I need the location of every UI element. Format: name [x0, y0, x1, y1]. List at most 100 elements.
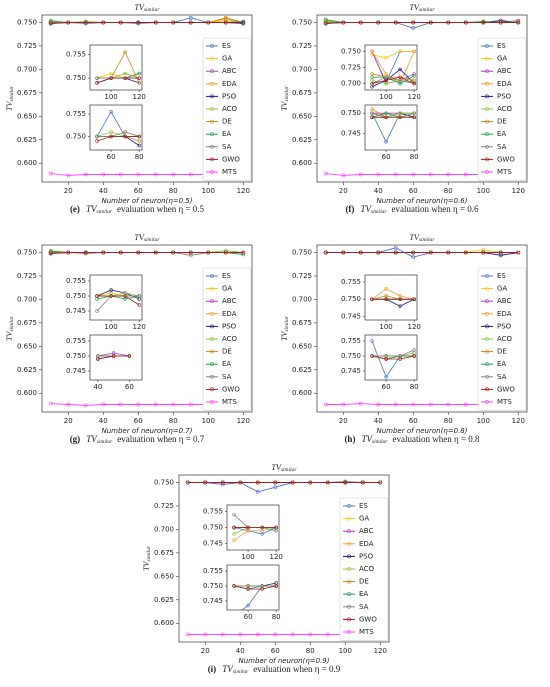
x-axis-label: Number of neuron(η=0.7) [102, 427, 193, 435]
point-marker [412, 354, 416, 358]
point-marker [376, 402, 381, 407]
legend-marker [210, 157, 214, 162]
x-tick-label: 60 [134, 417, 143, 425]
legend-box [477, 267, 527, 411]
inset-x-tick-label: 60 [382, 153, 391, 161]
point-marker [370, 115, 374, 119]
point-marker [412, 115, 416, 119]
point-marker [384, 375, 388, 379]
inset-frame [364, 274, 418, 321]
series-line [97, 295, 140, 306]
caption: (h) TVsimilar evaluation when η = 0.8 [344, 434, 480, 445]
point-marker [188, 172, 193, 177]
inset-y-tick-label: 0.750 [66, 74, 86, 82]
inset-x-tick-label: 60 [382, 383, 391, 391]
point-marker [398, 357, 402, 361]
point-marker [323, 17, 328, 22]
point-marker [123, 130, 127, 134]
plot-frame [316, 14, 528, 183]
legend-label: EDA [497, 310, 512, 318]
point-marker [171, 172, 176, 177]
point-marker [463, 20, 468, 25]
legend-marker [210, 81, 214, 86]
inset-y-tick-label: 0.745 [203, 540, 223, 548]
legend-marker [210, 132, 214, 137]
point-marker [118, 402, 123, 407]
point-marker [171, 250, 176, 255]
x-tick-label: 20 [339, 417, 348, 425]
point-marker [232, 512, 236, 517]
point-marker [370, 107, 374, 111]
point-marker [446, 402, 451, 407]
point-marker [48, 21, 53, 26]
legend-marker [485, 132, 489, 137]
point-marker [358, 172, 363, 177]
point-marker [220, 480, 225, 485]
caption-sub: similar [233, 669, 249, 675]
legend-marker [210, 337, 214, 341]
point-marker [290, 480, 295, 485]
legend-label: DE [497, 118, 507, 126]
series-line [50, 252, 244, 254]
legend-marker [485, 286, 489, 291]
point-marker [101, 250, 106, 255]
inset-y-tick-label: 0.750 [66, 292, 86, 300]
point-marker [153, 20, 158, 25]
point-marker [273, 485, 278, 490]
legend-marker [347, 541, 351, 546]
x-tick-label: 120 [237, 417, 250, 425]
point-marker [412, 80, 416, 84]
point-marker [384, 78, 388, 83]
point-marker [206, 20, 211, 25]
legend-label: SA [497, 143, 507, 151]
plot-frame [41, 14, 253, 183]
legend-label: EA [222, 130, 231, 138]
legend-label: GWO [497, 385, 515, 393]
legend-label: SA [222, 373, 232, 381]
point-marker [384, 297, 388, 301]
y-tick-label: 0.600 [154, 619, 174, 627]
inset-x-tick-label: 120 [133, 323, 146, 331]
point-marker [290, 632, 295, 637]
point-marker [260, 587, 264, 591]
inset-y-tick-label: 0.750 [66, 352, 86, 360]
point-marker [246, 587, 250, 591]
point-marker [398, 67, 402, 72]
legend-marker [485, 119, 489, 124]
point-marker [246, 603, 250, 608]
point-marker [481, 247, 486, 252]
point-marker [246, 529, 250, 533]
point-marker [398, 294, 402, 298]
chart-title-main: TV [135, 233, 145, 242]
point-marker [136, 250, 141, 255]
series-line [97, 352, 130, 357]
y-axis-label-sub: similar [284, 85, 290, 101]
inset-x-tick-label: 100 [241, 553, 254, 561]
legend-marker [347, 604, 351, 609]
point-marker [323, 250, 328, 255]
legend-label: GA [359, 515, 369, 523]
legend-label: ABC [222, 297, 236, 305]
point-marker [370, 111, 374, 115]
inset-y-tick-label: 0.755 [66, 110, 86, 118]
point-marker [370, 297, 374, 301]
point-marker [153, 250, 158, 255]
legend-marker [485, 157, 489, 162]
series-line [96, 136, 140, 142]
point-marker [370, 49, 374, 54]
point-marker [203, 480, 208, 485]
inset-y-tick-label: 0.755 [203, 567, 223, 575]
point-marker [83, 20, 88, 25]
y-axis-label-main: TV [5, 101, 14, 111]
point-marker [516, 250, 521, 255]
caption-main: TV [86, 434, 98, 444]
y-tick-label: 0.725 [292, 272, 312, 280]
legend-label: SA [222, 143, 232, 151]
legend-label: DE [497, 348, 507, 356]
caption-rest: evaluation when η = 0.7 [117, 434, 205, 444]
caption-label: (g) [70, 434, 81, 444]
y-axis-label: TVsimilar [142, 545, 152, 571]
inset-y-tick-label: 0.745 [341, 313, 361, 321]
inset-x-tick-label: 60 [107, 153, 116, 161]
point-marker [308, 480, 313, 485]
